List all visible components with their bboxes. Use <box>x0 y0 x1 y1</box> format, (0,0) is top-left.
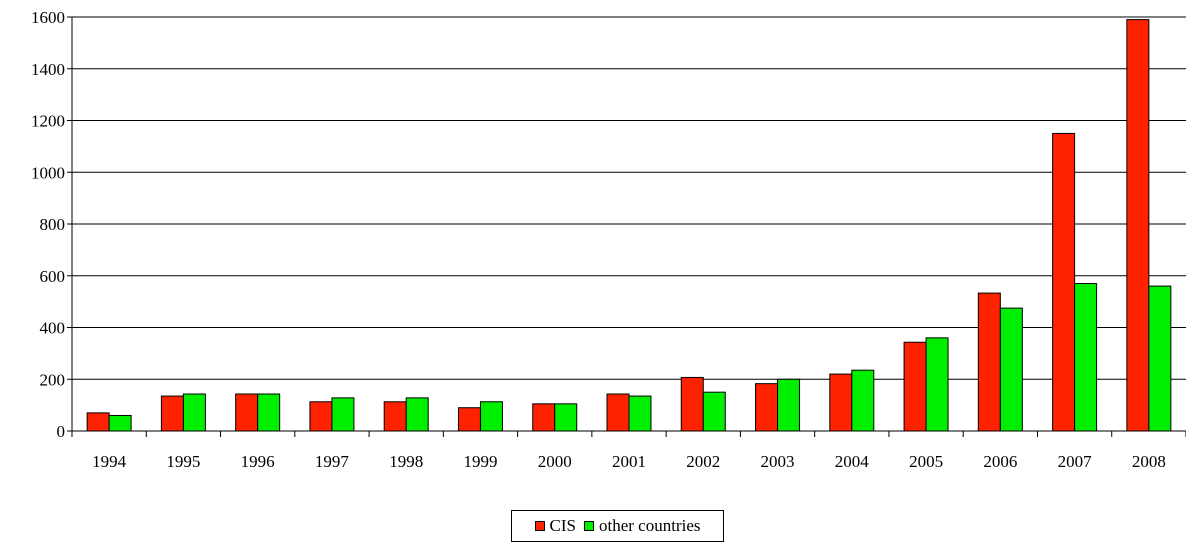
bar-cis-2000 <box>532 403 556 432</box>
y-tick-label: 600 <box>40 267 66 286</box>
bar-cis-2007 <box>1052 132 1076 432</box>
legend: CIS other countries <box>511 510 724 542</box>
bar-other-2007 <box>1074 283 1098 432</box>
x-tick-label: 2007 <box>1058 452 1093 471</box>
legend-item-other: other countries <box>583 516 701 536</box>
x-tick-label: 2002 <box>686 452 720 471</box>
x-tick-label: 1997 <box>315 452 350 471</box>
bar-cis-1998 <box>383 401 407 432</box>
legend-item-cis: CIS <box>534 516 576 536</box>
bar-cis-1996 <box>235 393 259 432</box>
bar-other-2005 <box>925 337 949 432</box>
bar-other-1998 <box>405 397 429 432</box>
bar-other-1994 <box>108 414 132 432</box>
bar-other-2008 <box>1148 285 1172 432</box>
y-tick-label: 0 <box>57 422 66 441</box>
bar-other-2003 <box>777 378 801 432</box>
x-tick-label: 2006 <box>983 452 1017 471</box>
y-tick-label: 400 <box>40 319 66 338</box>
y-axis-ticks: 0 200 400 600 800 1000 1200 1400 1600 <box>31 8 72 441</box>
bar-cis-1995 <box>160 395 184 432</box>
bar-cis-1997 <box>309 401 333 432</box>
bar-other-2002 <box>702 391 726 432</box>
bar-cis-2001 <box>606 393 630 432</box>
bar-other-1995 <box>182 393 206 432</box>
y-tick-label: 800 <box>40 215 66 234</box>
bar-other-2006 <box>999 307 1023 432</box>
legend-swatch-other <box>583 521 594 531</box>
x-tick-label: 2000 <box>538 452 572 471</box>
bar-cis-2006 <box>977 292 1001 432</box>
x-tick-label: 2003 <box>761 452 795 471</box>
legend-label-cis: CIS <box>549 516 576 535</box>
legend-label-other: other countries <box>598 516 701 535</box>
x-tick-label: 1998 <box>389 452 423 471</box>
y-tick-label: 1000 <box>31 163 65 182</box>
x-tick-label: 1995 <box>166 452 200 471</box>
x-axis-ticks: 1994 1995 1996 1997 1998 1999 2000 2001 2002 2003… <box>71 431 1186 471</box>
bar-cis-2004 <box>829 373 853 432</box>
x-tick-label: 2004 <box>835 452 870 471</box>
x-tick-label: 2008 <box>1132 452 1166 471</box>
bar-cis-2003 <box>755 383 779 432</box>
bars <box>86 19 1172 432</box>
bar-cis-2005 <box>903 341 927 432</box>
bar-other-2001 <box>628 395 652 432</box>
gridlines <box>72 16 1186 380</box>
bar-cis-2008 <box>1126 19 1150 432</box>
y-tick-label: 1600 <box>31 8 65 27</box>
x-tick-label: 1999 <box>463 452 497 471</box>
x-tick-label: 2001 <box>612 452 646 471</box>
bar-cis-1999 <box>457 407 481 432</box>
bar-other-1999 <box>479 401 503 432</box>
bar-cis-1994 <box>86 412 110 432</box>
x-tick-label: 1994 <box>92 452 127 471</box>
bar-cis-2002 <box>680 376 704 432</box>
x-tick-label: 2005 <box>909 452 943 471</box>
bar-other-1997 <box>331 397 355 432</box>
bar-other-1996 <box>257 393 281 432</box>
y-tick-label: 1400 <box>31 60 65 79</box>
bar-other-2000 <box>554 403 578 432</box>
y-tick-label: 200 <box>40 370 66 389</box>
x-tick-label: 1996 <box>241 452 275 471</box>
y-tick-label: 1200 <box>31 112 65 131</box>
legend-swatch-cis <box>534 521 545 531</box>
bar-other-2004 <box>851 369 875 432</box>
